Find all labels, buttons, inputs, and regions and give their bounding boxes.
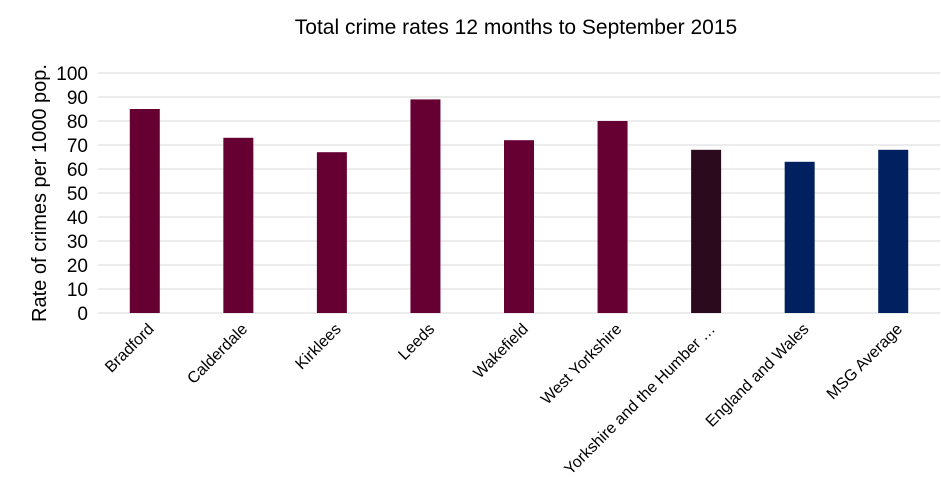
y-tick-label: 50 (67, 184, 88, 205)
chart-title: Total crime rates 12 months to September… (295, 16, 737, 39)
y-tick-label: 90 (67, 88, 88, 109)
bar-bradford (129, 109, 160, 313)
x-tick-label: Wakefield (471, 321, 532, 382)
x-tick-label: England and Wales (703, 321, 813, 431)
y-tick-label: 100 (56, 64, 88, 85)
bar-england-and-wales (784, 161, 815, 313)
y-tick-label: 0 (77, 304, 88, 325)
x-axis-ticks: Bradford Calderdale Kirklees Leeds Wakefield… (102, 321, 906, 479)
x-tick-label: Yorkshire and the Humber … (561, 321, 718, 478)
y-tick-label: 40 (67, 208, 88, 229)
bars (129, 99, 909, 314)
x-tick-label: Calderdale (184, 321, 251, 388)
x-tick-label: Kirklees (292, 321, 344, 373)
y-tick-label: 60 (67, 160, 88, 181)
bar-calderdale (223, 137, 254, 313)
y-axis-ticks: 0 10 20 30 40 50 60 70 80 90 100 (56, 64, 88, 325)
bar-west-yorkshire (597, 121, 628, 313)
bar-leeds (410, 99, 441, 314)
y-tick-label: 10 (67, 280, 88, 301)
x-tick-label: West Yorkshire (538, 321, 625, 408)
y-tick-label: 20 (67, 256, 88, 277)
x-tick-label: MSG Average (824, 321, 906, 403)
y-tick-label: 30 (67, 232, 88, 253)
bar-kirklees (316, 152, 347, 313)
y-tick-label: 70 (67, 136, 88, 157)
x-tick-label: Leeds (395, 321, 438, 364)
bar-yorkshire-and-the-humber (691, 149, 722, 313)
y-tick-label: 80 (67, 112, 88, 133)
bar-msg-average (878, 149, 909, 313)
y-axis-title: Rate of crimes per 1000 pop. (29, 64, 51, 322)
x-tick-label: Bradford (102, 321, 157, 376)
bar-wakefield (504, 140, 534, 313)
